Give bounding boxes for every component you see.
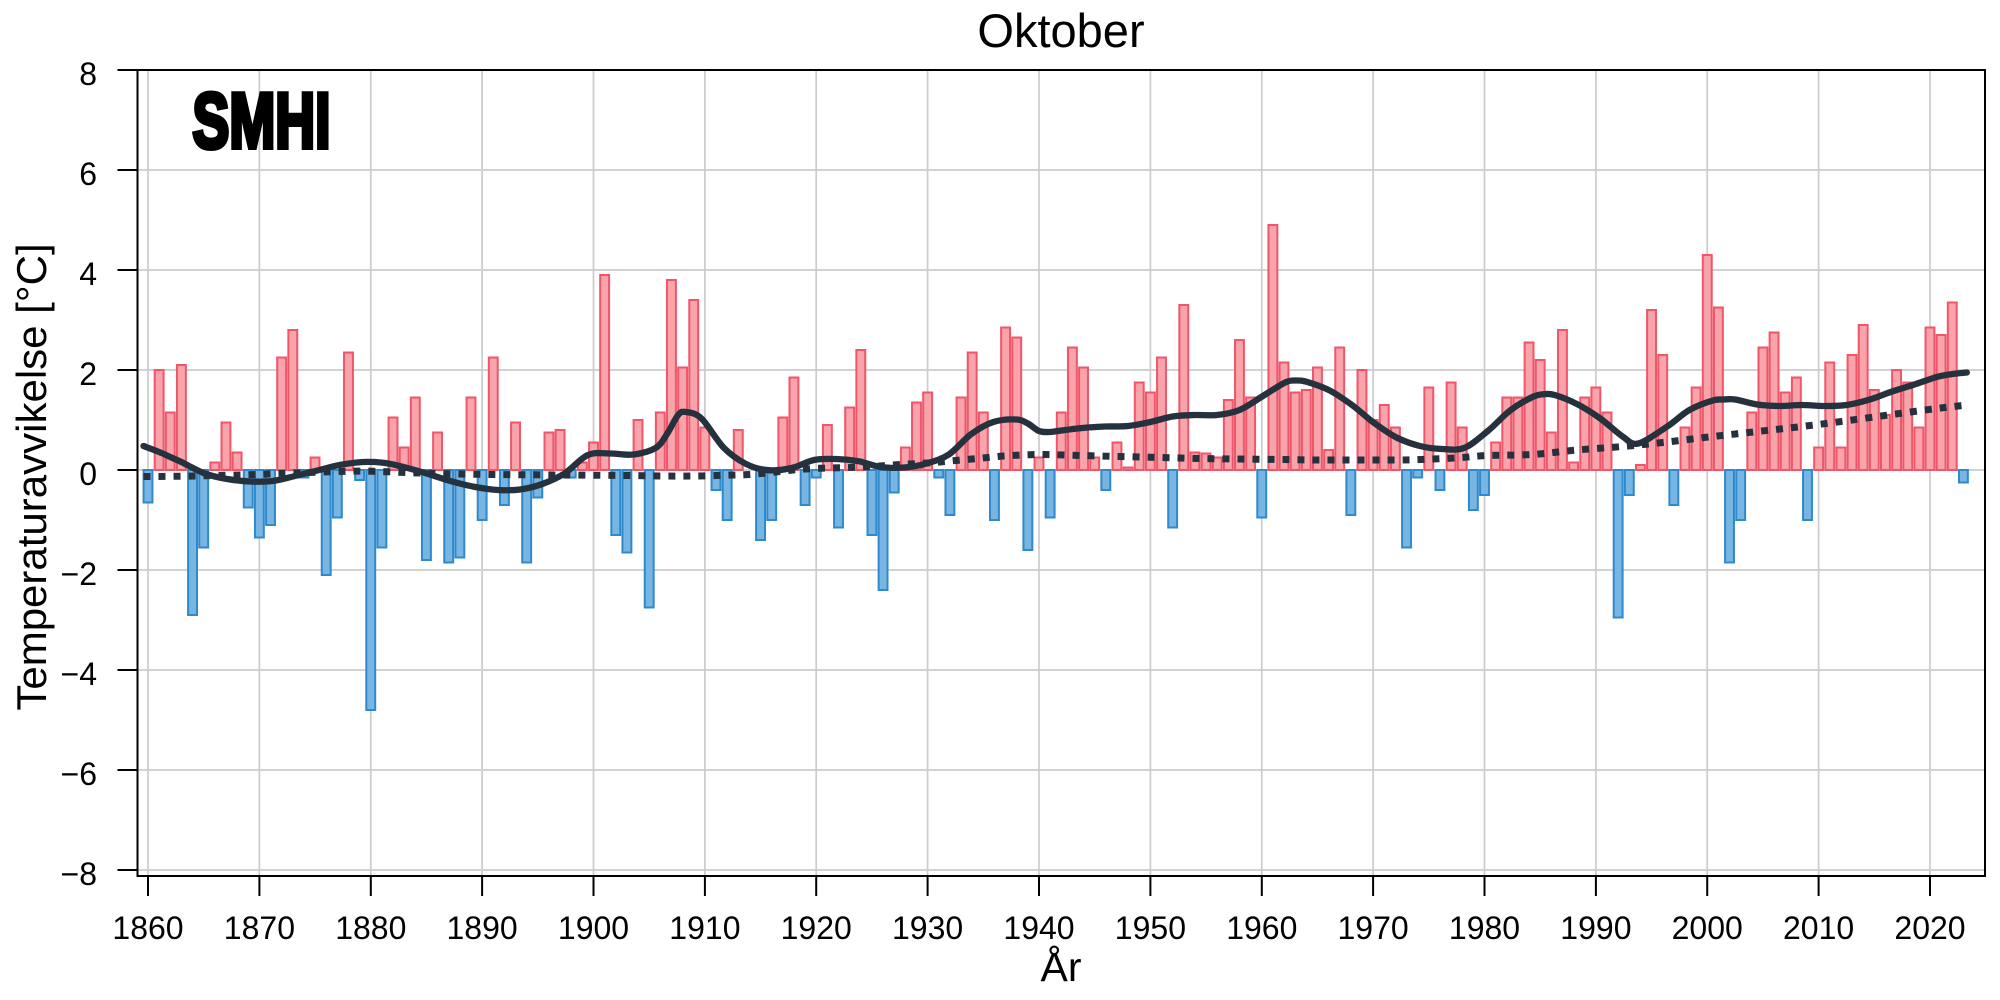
svg-text:2: 2 [79,356,97,392]
svg-text:1960: 1960 [1226,910,1297,946]
svg-text:Temperaturavvikelse [°C]: Temperaturavvikelse [°C] [8,243,55,710]
svg-text:1930: 1930 [892,910,963,946]
svg-text:1900: 1900 [558,910,629,946]
svg-text:1940: 1940 [1003,910,1074,946]
svg-text:−4: −4 [61,656,97,692]
svg-text:1910: 1910 [669,910,740,946]
svg-text:4: 4 [79,256,97,292]
svg-text:1980: 1980 [1449,910,1520,946]
svg-text:1950: 1950 [1115,910,1186,946]
svg-text:2010: 2010 [1783,910,1854,946]
svg-text:SMHI: SMHI [193,77,331,165]
svg-text:0: 0 [79,456,97,492]
svg-text:−2: −2 [61,556,97,592]
svg-text:1970: 1970 [1338,910,1409,946]
svg-text:−6: −6 [61,756,97,792]
svg-text:6: 6 [79,156,97,192]
svg-text:2020: 2020 [1894,910,1965,946]
svg-text:1860: 1860 [112,910,183,946]
svg-text:1890: 1890 [447,910,518,946]
svg-text:1990: 1990 [1560,910,1631,946]
svg-text:År: År [1041,944,1082,990]
svg-text:1880: 1880 [335,910,406,946]
svg-text:Oktober: Oktober [977,4,1144,57]
svg-text:8: 8 [79,56,97,92]
svg-text:1920: 1920 [781,910,852,946]
svg-text:2000: 2000 [1672,910,1743,946]
svg-text:−8: −8 [61,856,97,892]
svg-text:1870: 1870 [224,910,295,946]
